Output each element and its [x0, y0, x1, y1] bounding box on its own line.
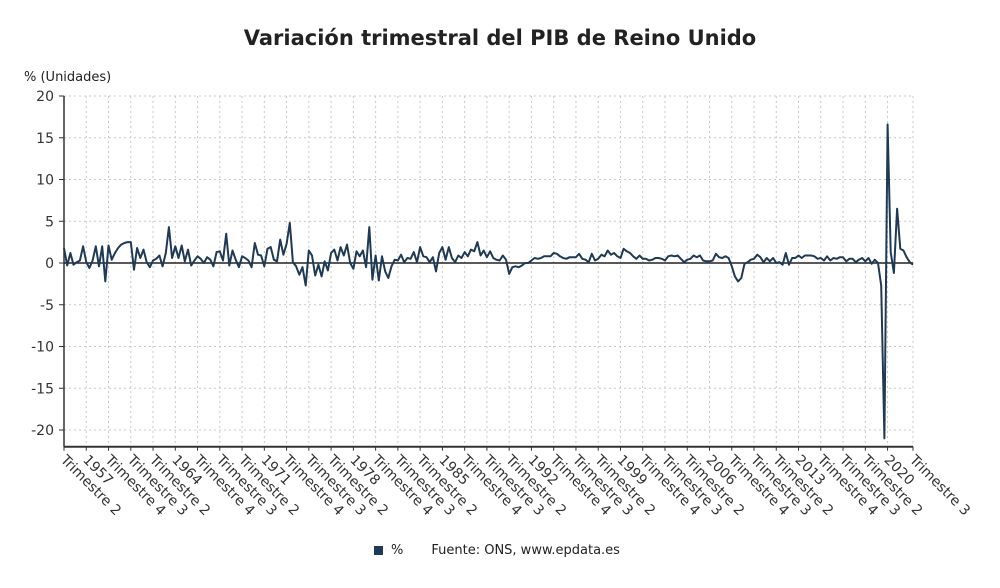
y-tick-label: -5 [40, 298, 54, 314]
y-tick-label: -10 [31, 340, 54, 356]
y-tick-label: 0 [45, 256, 54, 272]
y-tick-label: -20 [31, 423, 54, 439]
legend-label: % [391, 543, 404, 558]
legend: % Fuente: ONS, www.epdata.es [374, 543, 620, 558]
y-tick-label: 20 [36, 89, 54, 105]
source-note: Fuente: ONS, www.epdata.es [431, 543, 620, 558]
y-tick-label: 15 [36, 131, 54, 147]
y-tick-label: 5 [45, 214, 54, 230]
y-axis-label: % (Unidades) [24, 70, 112, 85]
series-line-gdp [63, 123, 914, 440]
chart-title: Variación trimestral del PIB de Reino Un… [243, 26, 757, 50]
legend-swatch [374, 546, 383, 555]
y-tick-label: -15 [31, 381, 54, 397]
y-tick-label: 10 [36, 173, 54, 189]
